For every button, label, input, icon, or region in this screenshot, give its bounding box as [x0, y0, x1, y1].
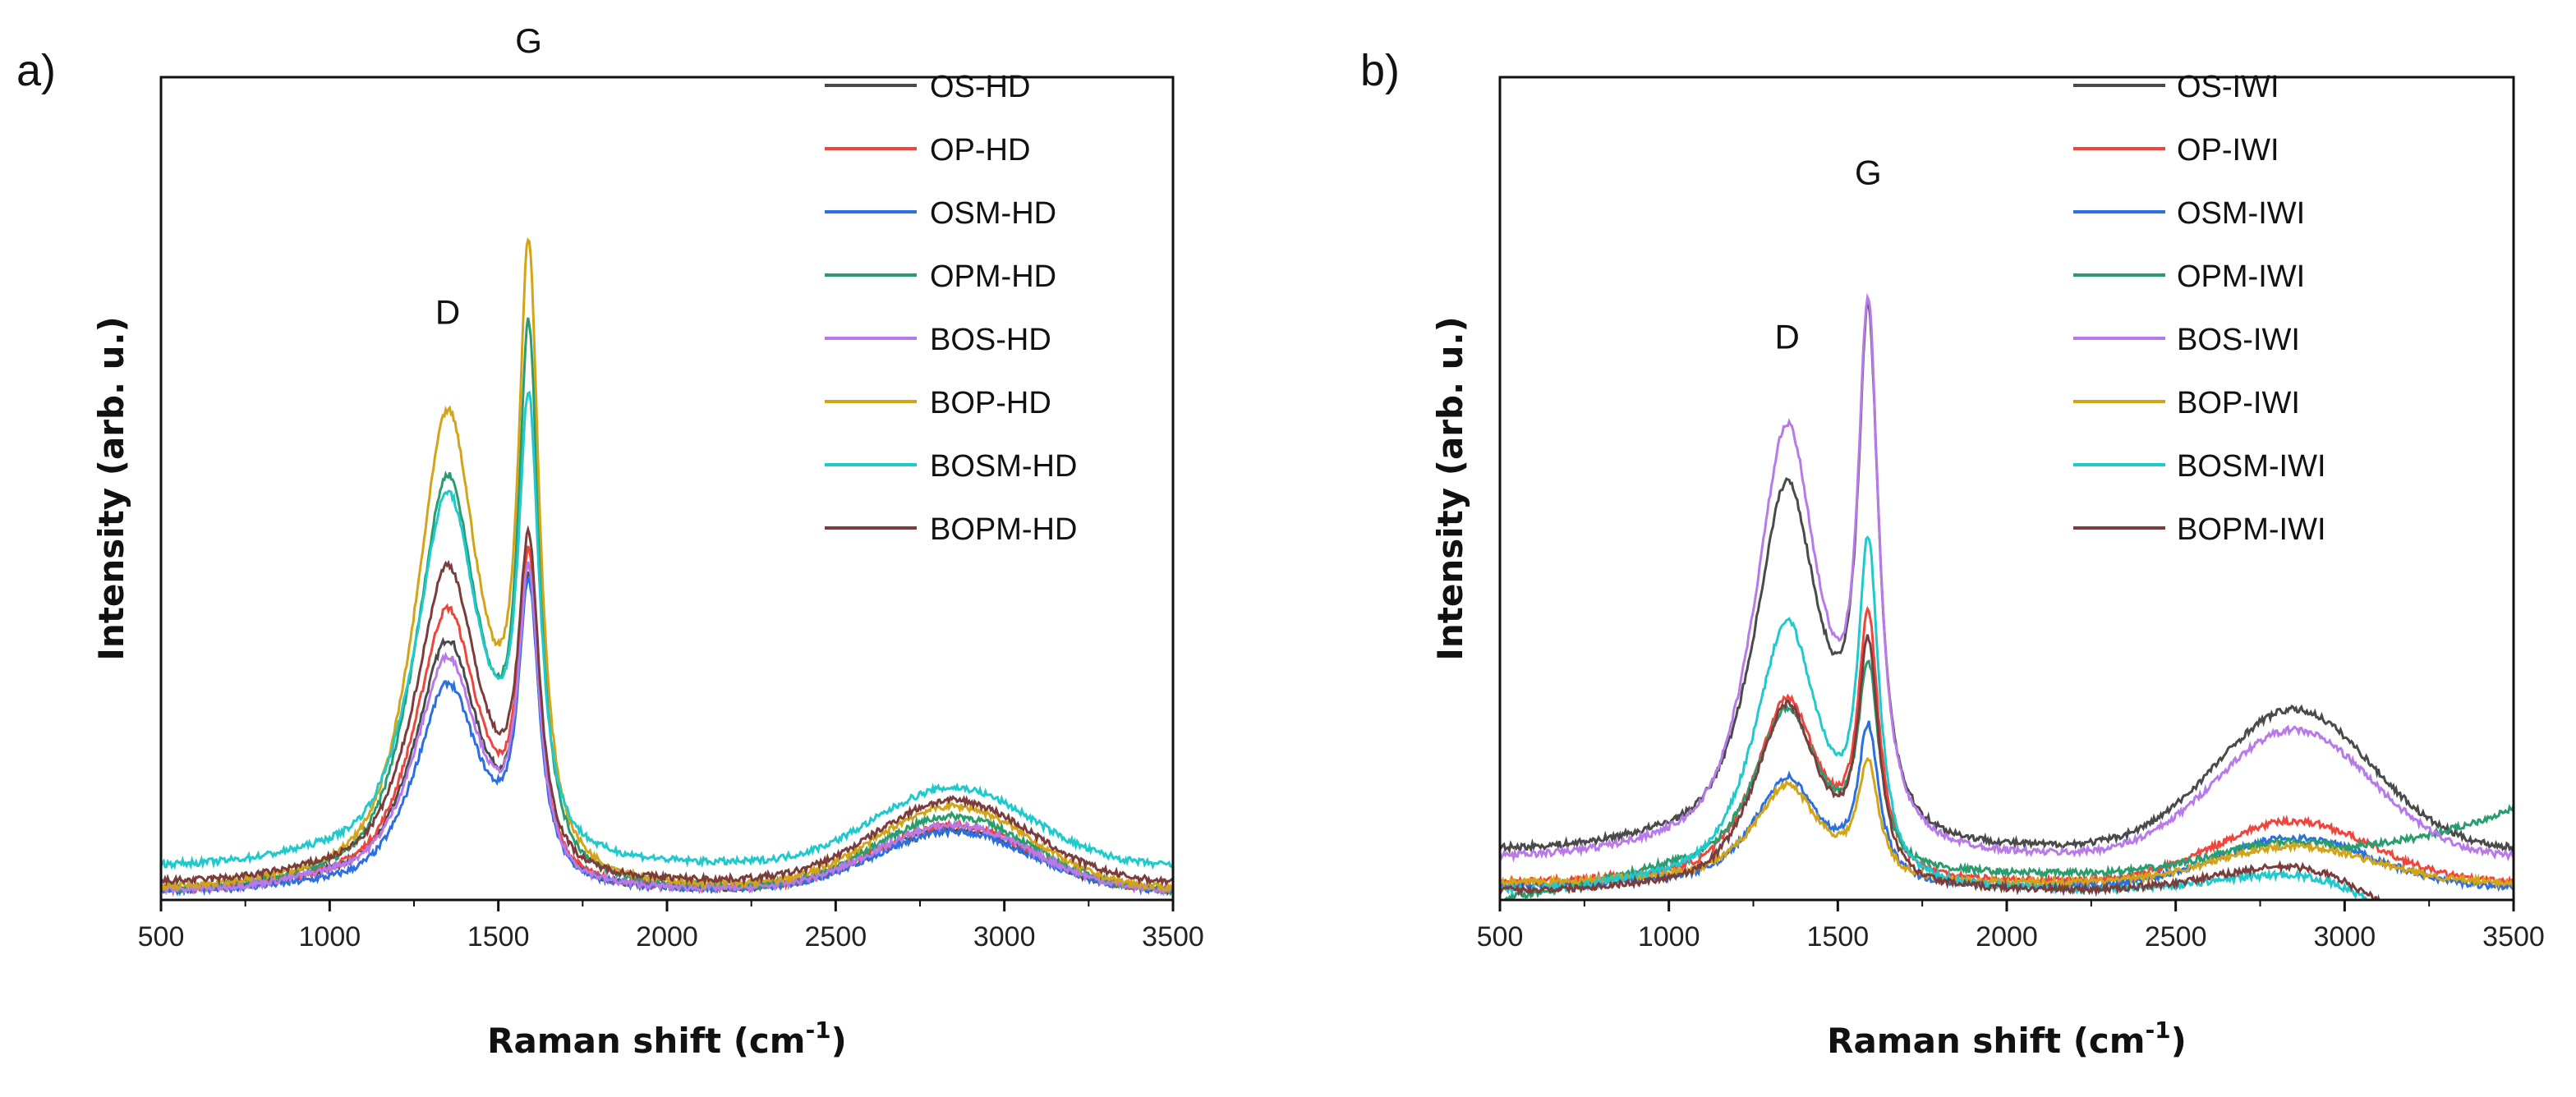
x-tick-label: 3000 — [973, 921, 1036, 952]
x-tick-label: 500 — [1477, 921, 1524, 952]
legend-item: BOSM-IWI — [2073, 449, 2326, 484]
legend-label: BOSM-HD — [930, 449, 1077, 484]
legend-label: BOSM-IWI — [2177, 449, 2326, 484]
legend-label: BOP-IWI — [2177, 386, 2300, 420]
panel-label: b) — [1360, 46, 1400, 95]
legend-item: OSM-IWI — [2073, 196, 2305, 231]
legend: OS-HD OP-HD OSM-HD OPM-HD BOS-HD BOP-HD BOSM-H… — [825, 70, 1077, 547]
x-axis-title-sup: -1 — [2146, 1017, 2171, 1044]
legend-label: BOPM-IWI — [2177, 512, 2326, 547]
plot-frame — [1498, 76, 2515, 902]
x-axis-title-main: Raman shift (cm — [1827, 1021, 2145, 1061]
x-axis-title-end: ) — [2171, 1021, 2187, 1061]
legend-label: OSM-IWI — [2177, 196, 2305, 231]
legend-label: OS-HD — [930, 70, 1030, 104]
legend-label: OS-IWI — [2177, 70, 2279, 104]
x-tick-label: 1000 — [1638, 921, 1700, 952]
legend-item: BOS-IWI — [2073, 323, 2300, 357]
legend-item: BOS-HD — [825, 323, 1051, 357]
legend-label: OP-HD — [930, 133, 1030, 168]
series-line-bopm-iwi — [1500, 634, 2380, 900]
legend-label: OP-IWI — [2177, 133, 2279, 168]
legend-label: BOS-HD — [930, 323, 1051, 357]
peak-label-d: D — [1774, 318, 1799, 356]
x-tick-label: 2500 — [805, 921, 867, 952]
x-tick-label: 500 — [138, 921, 185, 952]
legend-label: BOP-HD — [930, 386, 1051, 420]
x-tick-label: 3000 — [2314, 921, 2376, 952]
legend-label: BOS-IWI — [2177, 323, 2300, 357]
x-tick-label: 2500 — [2145, 921, 2207, 952]
series-line-os-iwi — [1500, 299, 2514, 855]
x-tick-label: 1000 — [299, 921, 361, 952]
series-line-bos-hd — [161, 561, 1173, 897]
x-tick-label: 2000 — [1976, 921, 2038, 952]
series-line-opm-iwi — [1500, 659, 2514, 900]
x-axis-title-end: ) — [831, 1021, 847, 1061]
legend: OS-IWI OP-IWI OSM-IWI OPM-IWI BOS-IWI BOP-IWI… — [2073, 70, 2326, 547]
series-line-bosm-hd — [161, 390, 1173, 870]
legend-label: BOPM-HD — [930, 512, 1077, 547]
legend-item: OPM-IWI — [2073, 259, 2305, 294]
panel-b: 500 1000 1500 2000 2500 3000 3500 Raman shift (… — [1360, 46, 2545, 1061]
x-axis-title-sup: -1 — [806, 1017, 831, 1044]
legend-label: OPM-HD — [930, 259, 1056, 294]
peak-label-d: D — [435, 293, 460, 332]
x-axis-title: Raman shift (cm-1) — [487, 1017, 847, 1061]
legend-item: OSM-HD — [825, 196, 1056, 231]
x-axis-title-main: Raman shift (cm — [487, 1021, 805, 1061]
x-tick-label: 1500 — [1807, 921, 1870, 952]
x-tick-label: 3500 — [2482, 921, 2545, 952]
series-line-osm-iwi — [1500, 720, 2514, 893]
peak-label-g: G — [1855, 153, 1882, 191]
series-line-bopm-hd — [161, 525, 1173, 887]
legend-item: BOP-IWI — [2073, 386, 2300, 420]
x-tick-label: 1500 — [467, 921, 530, 952]
legend-item: OP-IWI — [2073, 133, 2279, 168]
panel-label: a) — [16, 46, 56, 95]
legend-item: OPM-HD — [825, 259, 1056, 294]
legend-label: OPM-IWI — [2177, 259, 2305, 294]
x-tick-label: 3500 — [1142, 921, 1204, 952]
y-axis-title: Intensity (arb. u.) — [91, 316, 131, 660]
y-axis-title: Intensity (arb. u.) — [1430, 316, 1470, 660]
legend-item: OP-HD — [825, 133, 1030, 168]
legend-item: OS-HD — [825, 70, 1030, 104]
legend-item: BOSM-HD — [825, 449, 1077, 484]
peak-label-g: G — [515, 21, 542, 60]
legend-item: BOP-HD — [825, 386, 1051, 420]
legend-label: OSM-HD — [930, 196, 1056, 231]
legend-item: BOPM-IWI — [2073, 512, 2326, 547]
legend-item: BOPM-HD — [825, 512, 1077, 547]
x-axis-title: Raman shift (cm-1) — [1827, 1017, 2187, 1061]
series-group — [1500, 292, 2514, 900]
panel-a: 500 1000 1500 2000 2500 3000 3500 Raman shift (… — [16, 21, 1204, 1061]
legend-item: OS-IWI — [2073, 70, 2279, 104]
series-group — [161, 237, 1173, 897]
series-line-bos-iwi — [1500, 292, 2514, 863]
x-tick-label: 2000 — [636, 921, 698, 952]
